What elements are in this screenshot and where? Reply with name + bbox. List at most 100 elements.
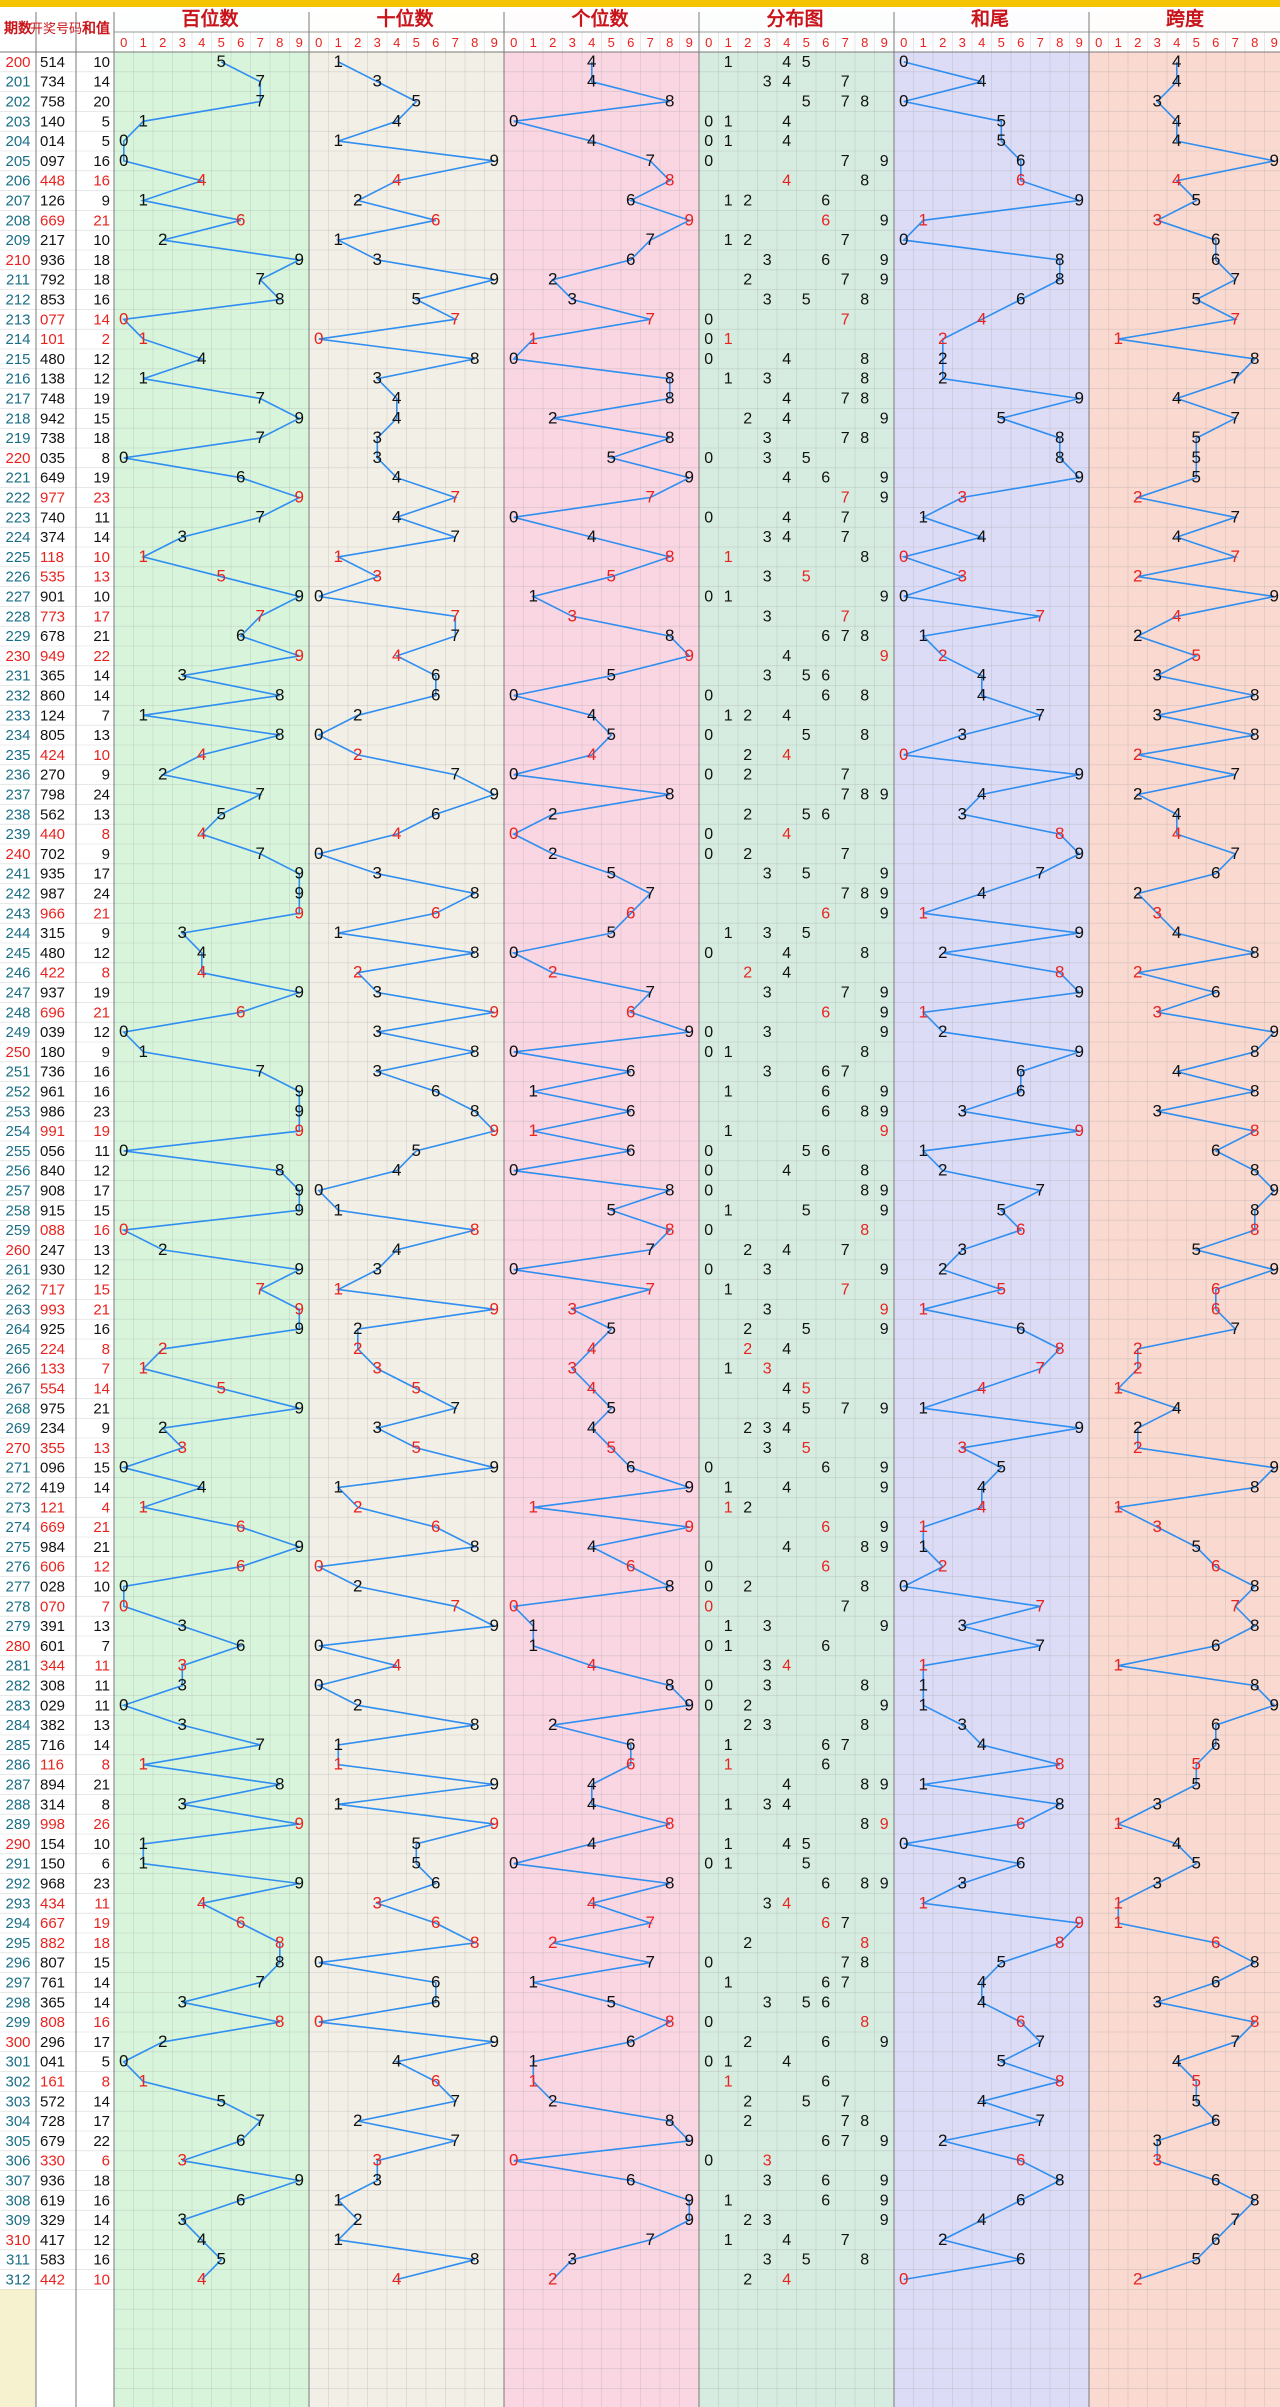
distribution-mark: 9: [880, 1777, 889, 1794]
sum-tail-mark: 7: [1036, 864, 1045, 883]
hundreds-mark: 4: [197, 1893, 206, 1912]
issue-cell: 262: [5, 1282, 30, 1299]
issue-cell: 251: [5, 1064, 30, 1081]
distribution-mark: 4: [782, 391, 791, 408]
distribution-mark: 7: [841, 2113, 850, 2130]
distribution-mark: 0: [704, 846, 713, 863]
distribution-mark: 4: [782, 2054, 791, 2071]
distribution-mark: 1: [724, 54, 733, 71]
tens-digit-header: 0: [315, 35, 322, 50]
sum-tail-mark: 9: [1075, 389, 1084, 408]
distribution-mark: 4: [782, 351, 791, 368]
distribution-mark: 3: [763, 1994, 772, 2011]
sum-cell: 9: [102, 193, 110, 210]
span-mark: 5: [1192, 2091, 1201, 2110]
span-mark: 2: [1133, 1418, 1142, 1437]
distribution-mark: 9: [880, 985, 889, 1002]
units-mark: 8: [665, 389, 674, 408]
draw-cell: 696: [40, 1004, 65, 1021]
sum-cell: 21: [93, 1519, 110, 1536]
distribution-mark: 7: [841, 787, 850, 804]
sum-cell: 18: [93, 430, 110, 447]
distribution-digit-header: 0: [705, 35, 712, 50]
draw-cell: 942: [40, 410, 65, 427]
distribution-mark: 8: [860, 688, 869, 705]
span-digit-header: 4: [1173, 35, 1180, 50]
distribution-mark: 7: [841, 846, 850, 863]
draw-cell: 440: [40, 826, 65, 843]
distribution-mark: 3: [763, 252, 772, 269]
issue-cell: 276: [5, 1559, 30, 1576]
sum-cell: 18: [93, 252, 110, 269]
distribution-mark: 0: [704, 1697, 713, 1714]
issue-cell: 213: [5, 311, 30, 328]
span-mark: 5: [1192, 290, 1201, 309]
issue-cell: 228: [5, 608, 30, 625]
tens-mark: 9: [490, 151, 499, 170]
draw-cell: 619: [40, 2192, 65, 2209]
span-mark: 6: [1211, 250, 1220, 269]
hundreds-mark: 4: [197, 963, 206, 982]
span-mark: 5: [1192, 1775, 1201, 1794]
distribution-mark: 3: [763, 292, 772, 309]
issue-cell: 219: [5, 430, 30, 447]
distribution-mark: 6: [821, 470, 830, 487]
tens-mark: 4: [392, 408, 401, 427]
distribution-mark: 3: [763, 1796, 772, 1813]
distribution-mark: 8: [860, 351, 869, 368]
issue-cell: 288: [5, 1796, 30, 1813]
span-mark: 2: [1133, 488, 1142, 507]
sum-tail-mark: 8: [1055, 2171, 1064, 2190]
issue-cell: 303: [5, 2093, 30, 2110]
hundreds-mark: 7: [256, 1062, 265, 1081]
units-mark: 7: [646, 2230, 655, 2249]
distribution-mark: 3: [763, 1420, 772, 1437]
sum-tail-mark: 8: [1055, 270, 1064, 289]
distribution-mark: 0: [704, 767, 713, 784]
issue-cell: 239: [5, 826, 30, 843]
tens-mark: 7: [451, 1596, 460, 1615]
sum-tail-mark: 8: [1055, 963, 1064, 982]
distribution-mark: 9: [880, 1539, 889, 1556]
sum-cell: 12: [93, 1163, 110, 1180]
distribution-mark: 7: [841, 272, 850, 289]
units-mark: 8: [665, 1676, 674, 1695]
distribution-mark: 4: [782, 1420, 791, 1437]
sum-tail-mark: 4: [977, 309, 986, 328]
sum-tail-mark: 6: [1016, 290, 1025, 309]
draw-cell: 088: [40, 1222, 65, 1239]
sum-cell: 14: [93, 668, 110, 685]
sum-cell: 15: [93, 1955, 110, 1972]
distribution-mark: 7: [841, 153, 850, 170]
span-mark: 8: [1250, 686, 1259, 705]
draw-cell: 118: [40, 549, 64, 566]
draw-cell: 422: [40, 965, 65, 982]
distribution-mark: 4: [782, 1777, 791, 1794]
hundreds-mark: 0: [119, 151, 128, 170]
units-mark: 5: [607, 567, 616, 586]
sum-tail-mark: 1: [919, 1398, 928, 1417]
hundreds-mark: 9: [295, 1299, 304, 1318]
hundreds-mark: 9: [295, 1121, 304, 1140]
tens-mark: 3: [373, 983, 382, 1002]
span-mark: 1: [1114, 1379, 1123, 1398]
span-mark: 8: [1250, 1676, 1259, 1695]
draw-cell: 096: [40, 1460, 65, 1477]
distribution-mark: 8: [860, 1183, 869, 1200]
tens-mark: 0: [314, 1181, 323, 1200]
tens-mark: 2: [353, 1319, 362, 1338]
span-mark: 5: [1192, 448, 1201, 467]
distribution-mark: 9: [880, 1400, 889, 1417]
sum-tail-mark: 6: [1016, 2012, 1025, 2031]
distribution-mark: 5: [802, 2093, 811, 2110]
distribution-mark: 8: [860, 1539, 869, 1556]
sum-tail-mark: 1: [919, 626, 928, 645]
tens-mark: 8: [470, 1933, 479, 1952]
tens-mark: 5: [412, 1141, 421, 1160]
distribution-mark: 4: [782, 529, 791, 546]
sum-tail-mark: 4: [977, 686, 986, 705]
span-mark: 9: [1270, 151, 1279, 170]
distribution-mark: 1: [724, 133, 733, 150]
draw-cell: 649: [40, 470, 65, 487]
hundreds-mark: 7: [256, 1280, 265, 1299]
